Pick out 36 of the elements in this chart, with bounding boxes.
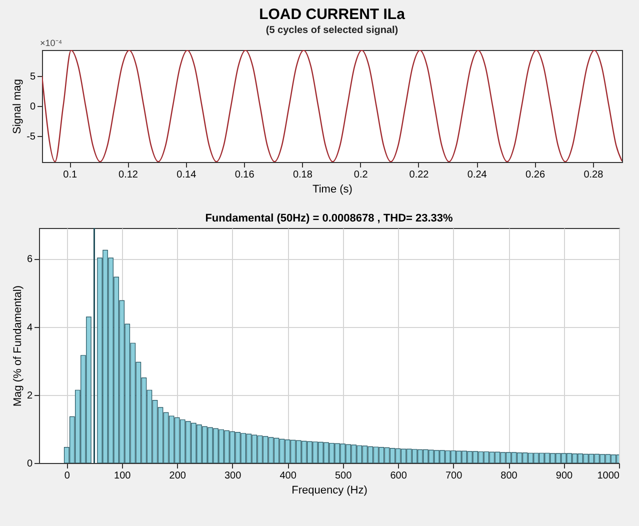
x-tick-label: 0 xyxy=(64,470,70,482)
x-axis-title: Frequency (Hz) xyxy=(292,484,368,496)
x-tick-label: 0.22 xyxy=(409,170,430,180)
x-tick-label: 0.28 xyxy=(584,170,604,180)
chart-title: LOAD CURRENT ILa xyxy=(259,6,406,23)
x-axis-title: Time (s) xyxy=(312,184,352,196)
y-tick-label: -5 xyxy=(26,131,36,142)
y-axis-title: Mag (% of Fundamental) xyxy=(12,285,24,407)
y-tick-label: 0 xyxy=(26,458,33,470)
x-tick-label: 0.1 xyxy=(63,170,78,180)
x-tick-label: 900 xyxy=(556,470,574,482)
x-tick-label: 800 xyxy=(500,470,518,482)
x-tick-label: 700 xyxy=(445,470,463,482)
y-tick-label: 2 xyxy=(26,390,33,402)
chart-subtitle: (5 cycles of selected signal) xyxy=(266,25,398,36)
x-tick-label: 100 xyxy=(114,470,132,482)
y-tick-label: 6 xyxy=(26,254,33,266)
x-tick-label: 0.26 xyxy=(526,170,546,180)
x-tick-label: 600 xyxy=(390,470,408,482)
x-tick-label: 0.14 xyxy=(176,170,197,180)
x-tick-label: 0.24 xyxy=(467,170,488,180)
x-tick-label: 0.18 xyxy=(292,170,313,180)
x-tick-label: 400 xyxy=(280,470,297,482)
y-tick-label: 5 xyxy=(30,72,36,83)
x-tick-label: 1000 xyxy=(597,470,620,482)
x-tick-label: 0.2 xyxy=(354,170,368,180)
y-tick-label: 4 xyxy=(26,322,33,334)
chart-title: Fundamental (50Hz) = 0.0008678 , THD= 23.33% xyxy=(205,212,454,224)
x-tick-label: 0.16 xyxy=(234,170,255,180)
x-tick-label: 500 xyxy=(334,470,352,482)
x-tick-label: 200 xyxy=(169,470,186,482)
x-tick-label: 300 xyxy=(224,470,242,482)
text: ×10⁻⁴ xyxy=(40,38,62,48)
y-axis-title: Signal mag xyxy=(12,78,24,134)
x-tick-label: 0.12 xyxy=(118,170,138,180)
y-tick-label: 0 xyxy=(30,102,36,112)
